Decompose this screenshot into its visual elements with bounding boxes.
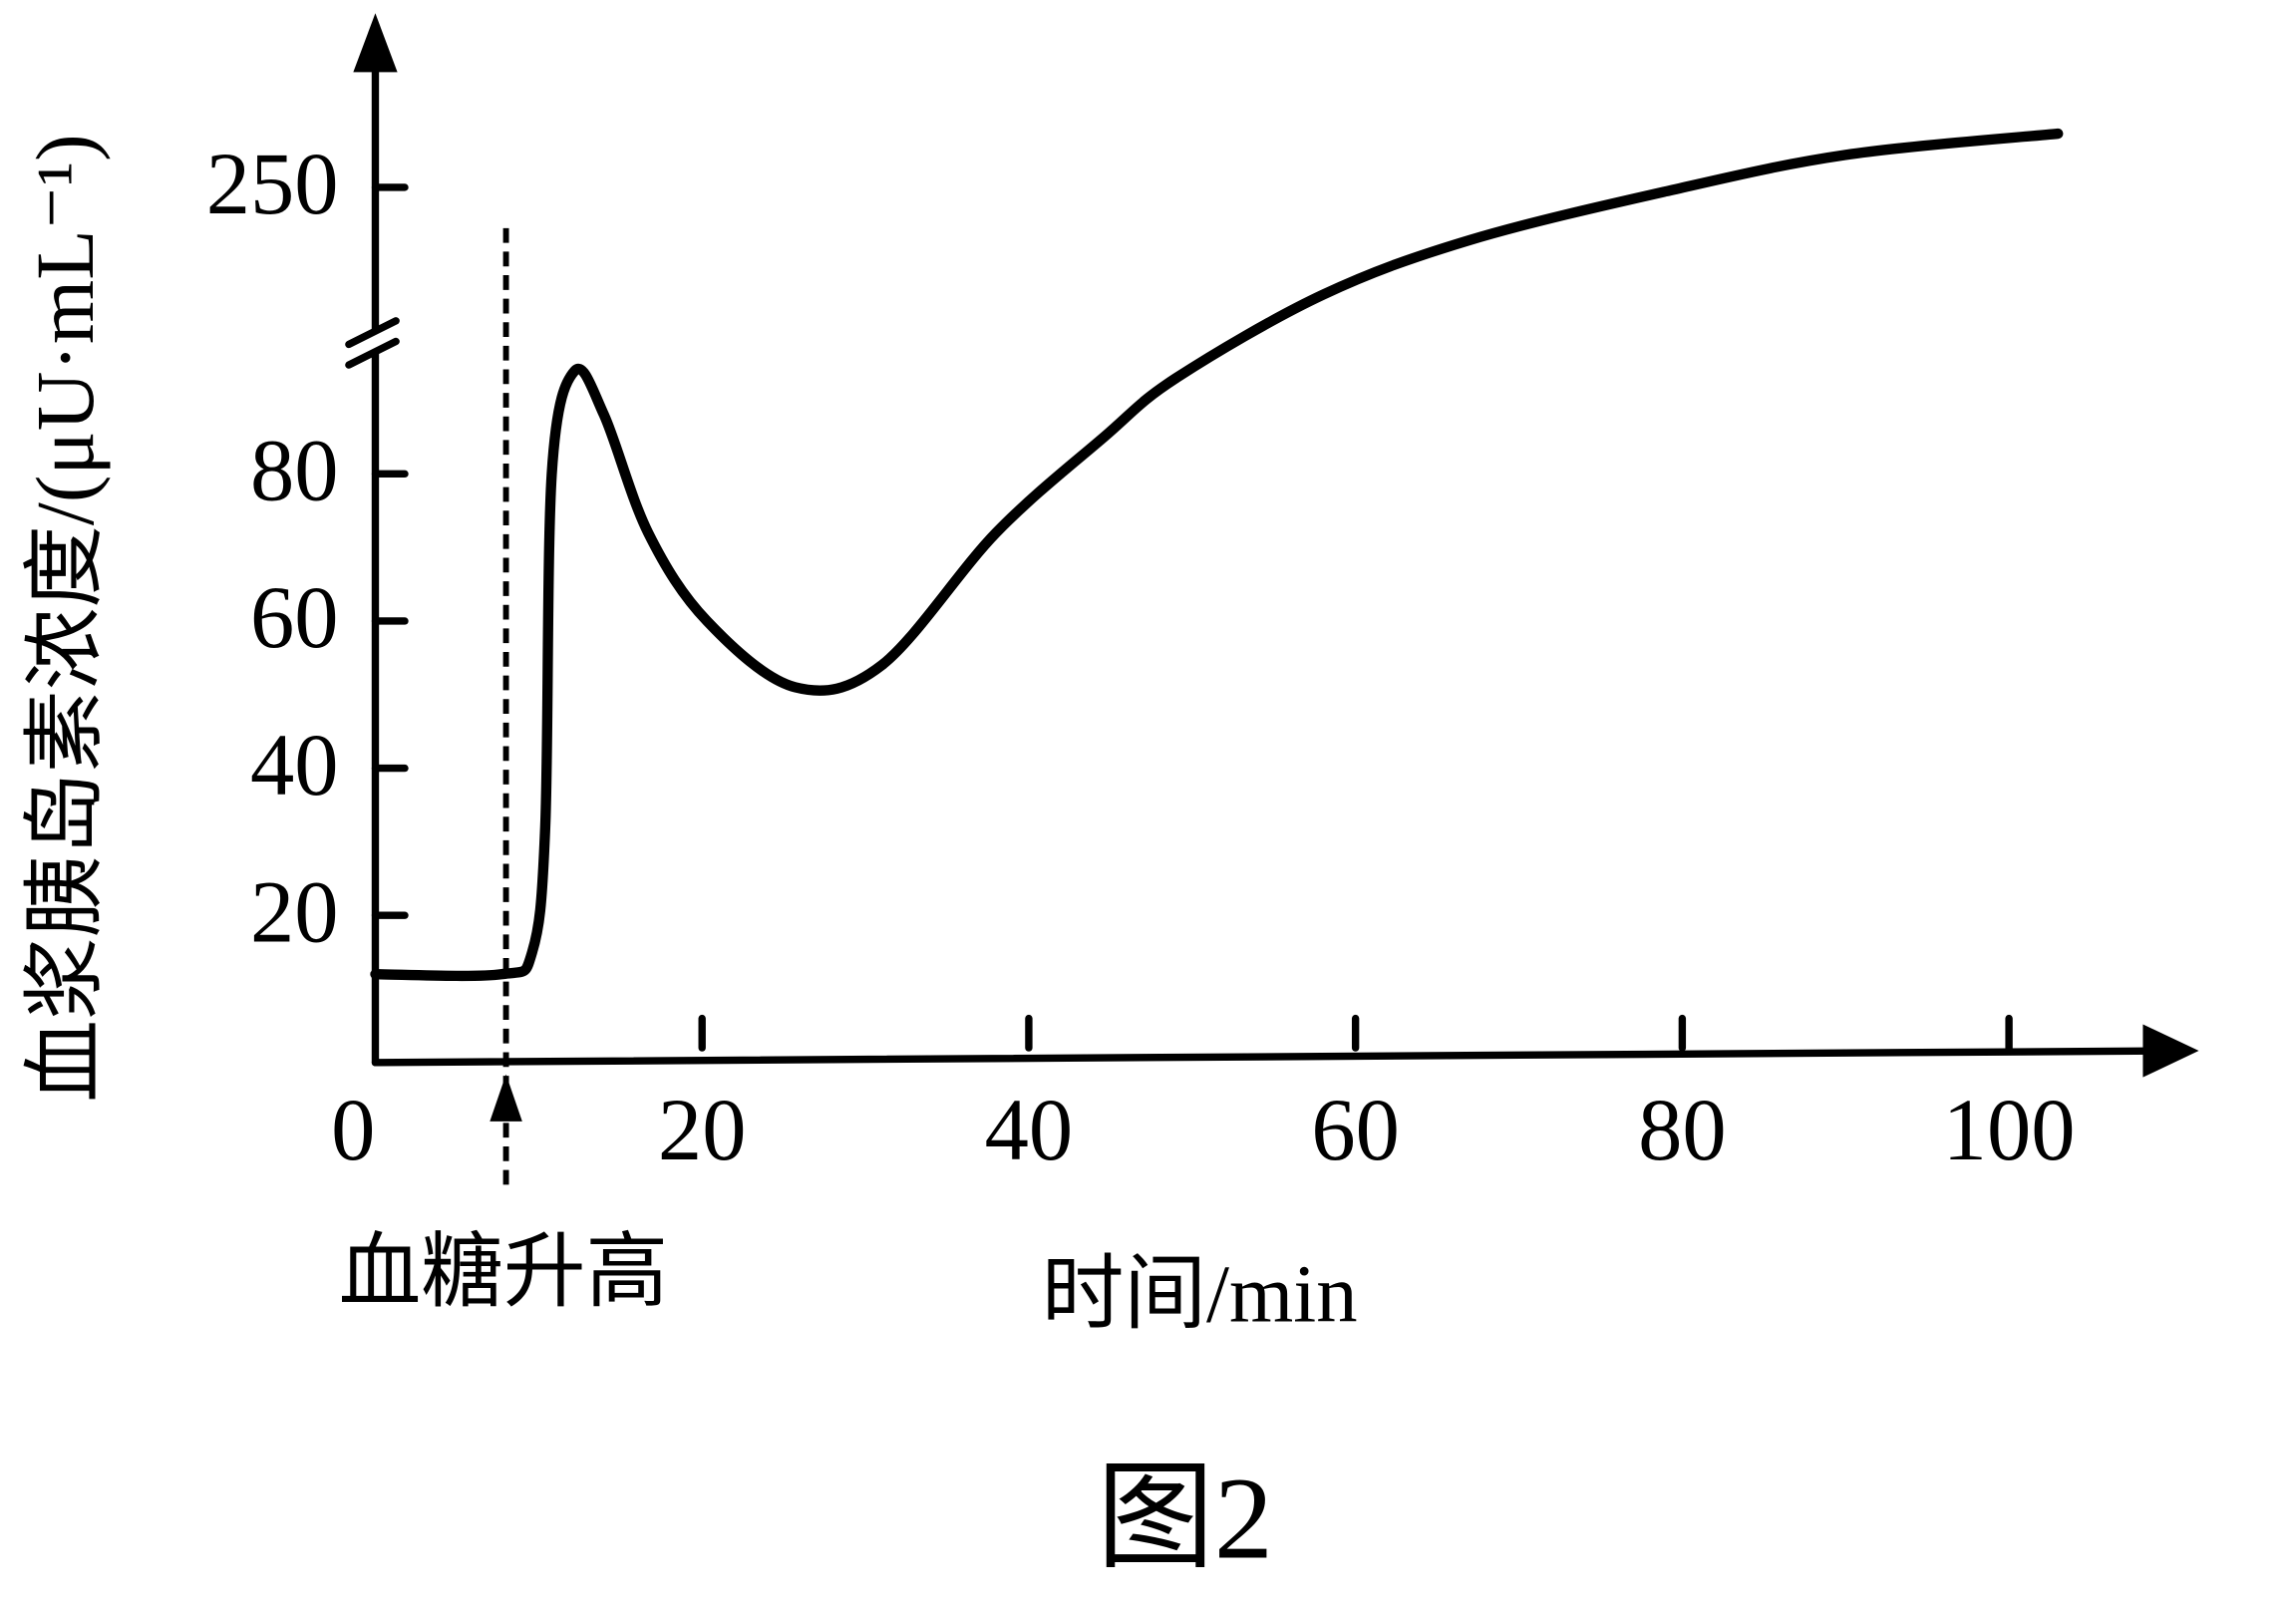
chart-title: 图2 bbox=[1097, 1452, 1273, 1583]
x-axis-arrow bbox=[2142, 1024, 2199, 1078]
x-tick-label: 80 bbox=[1638, 1082, 1727, 1179]
x-tick-label: 100 bbox=[1943, 1082, 2076, 1179]
y-tick-label: 20 bbox=[250, 863, 339, 961]
y-tick-label: 250 bbox=[206, 136, 339, 233]
x-axis-label: 时间/min bbox=[1042, 1247, 1358, 1339]
y-tick-label: 80 bbox=[250, 423, 339, 520]
y-tick-label: 40 bbox=[250, 717, 339, 814]
x-tick-label: 60 bbox=[1311, 1082, 1400, 1179]
axis-break bbox=[345, 317, 400, 349]
axis-break bbox=[345, 337, 400, 369]
event-arrow bbox=[490, 1074, 522, 1122]
x-axis bbox=[371, 1047, 2184, 1067]
y-axis-arrow bbox=[353, 13, 398, 73]
annotation: 血糖升高 bbox=[339, 1225, 669, 1317]
y-axis-label: 血浆胰岛素浓度/(μU·mL⁻¹) bbox=[19, 134, 111, 1102]
x-tick-label: 40 bbox=[985, 1082, 1074, 1179]
x-tick-label: 0 bbox=[331, 1082, 375, 1179]
data-line bbox=[370, 128, 2064, 982]
x-tick-label: 20 bbox=[658, 1082, 747, 1179]
y-tick-label: 60 bbox=[250, 569, 339, 667]
